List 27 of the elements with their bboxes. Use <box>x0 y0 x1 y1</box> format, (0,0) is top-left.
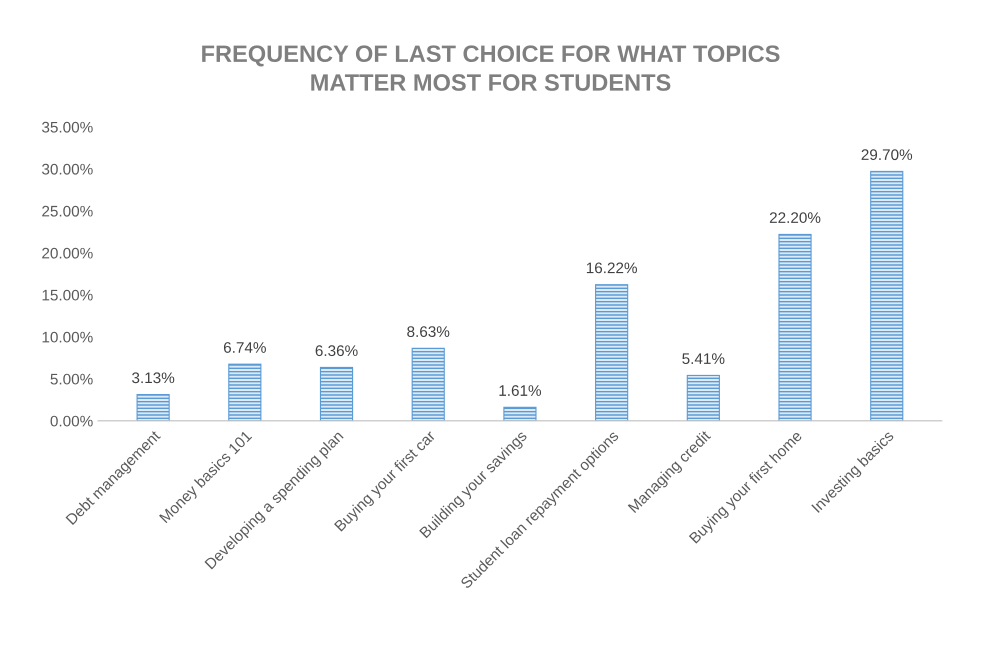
bar <box>136 394 170 421</box>
data-label: 6.36% <box>316 345 358 356</box>
chart-title: FREQUENCY OF LAST CHOICE FOR WHAT TOPICS MATTER MOST FOR STUDENTS <box>202 45 780 91</box>
y-tick-label: 35.00% <box>42 122 93 133</box>
bar <box>595 284 628 421</box>
data-label: 22.20% <box>770 212 820 224</box>
bar <box>870 170 904 421</box>
bar <box>412 348 445 421</box>
y-tick-label: 5.00% <box>50 374 93 385</box>
data-label: 6.74% <box>224 342 266 353</box>
data-label: 5.41% <box>682 353 724 364</box>
y-tick-label: 10.00% <box>42 332 93 343</box>
y-tick-label: 25.00% <box>42 206 93 217</box>
y-tick-label: 0.00% <box>50 416 93 427</box>
bar <box>778 234 812 421</box>
bar <box>503 406 537 421</box>
y-tick-label: 15.00% <box>42 290 93 301</box>
data-label: 1.61% <box>499 385 542 396</box>
data-label: 29.70% <box>862 149 912 160</box>
data-label: 8.63% <box>407 326 450 338</box>
data-label: 16.22% <box>586 262 637 274</box>
bar <box>320 366 354 421</box>
bar <box>686 374 720 421</box>
y-tick-label: 20.00% <box>42 248 93 259</box>
data-label: 3.13% <box>132 372 174 384</box>
bar <box>228 364 262 421</box>
y-tick-label: 30.00% <box>42 164 93 175</box>
